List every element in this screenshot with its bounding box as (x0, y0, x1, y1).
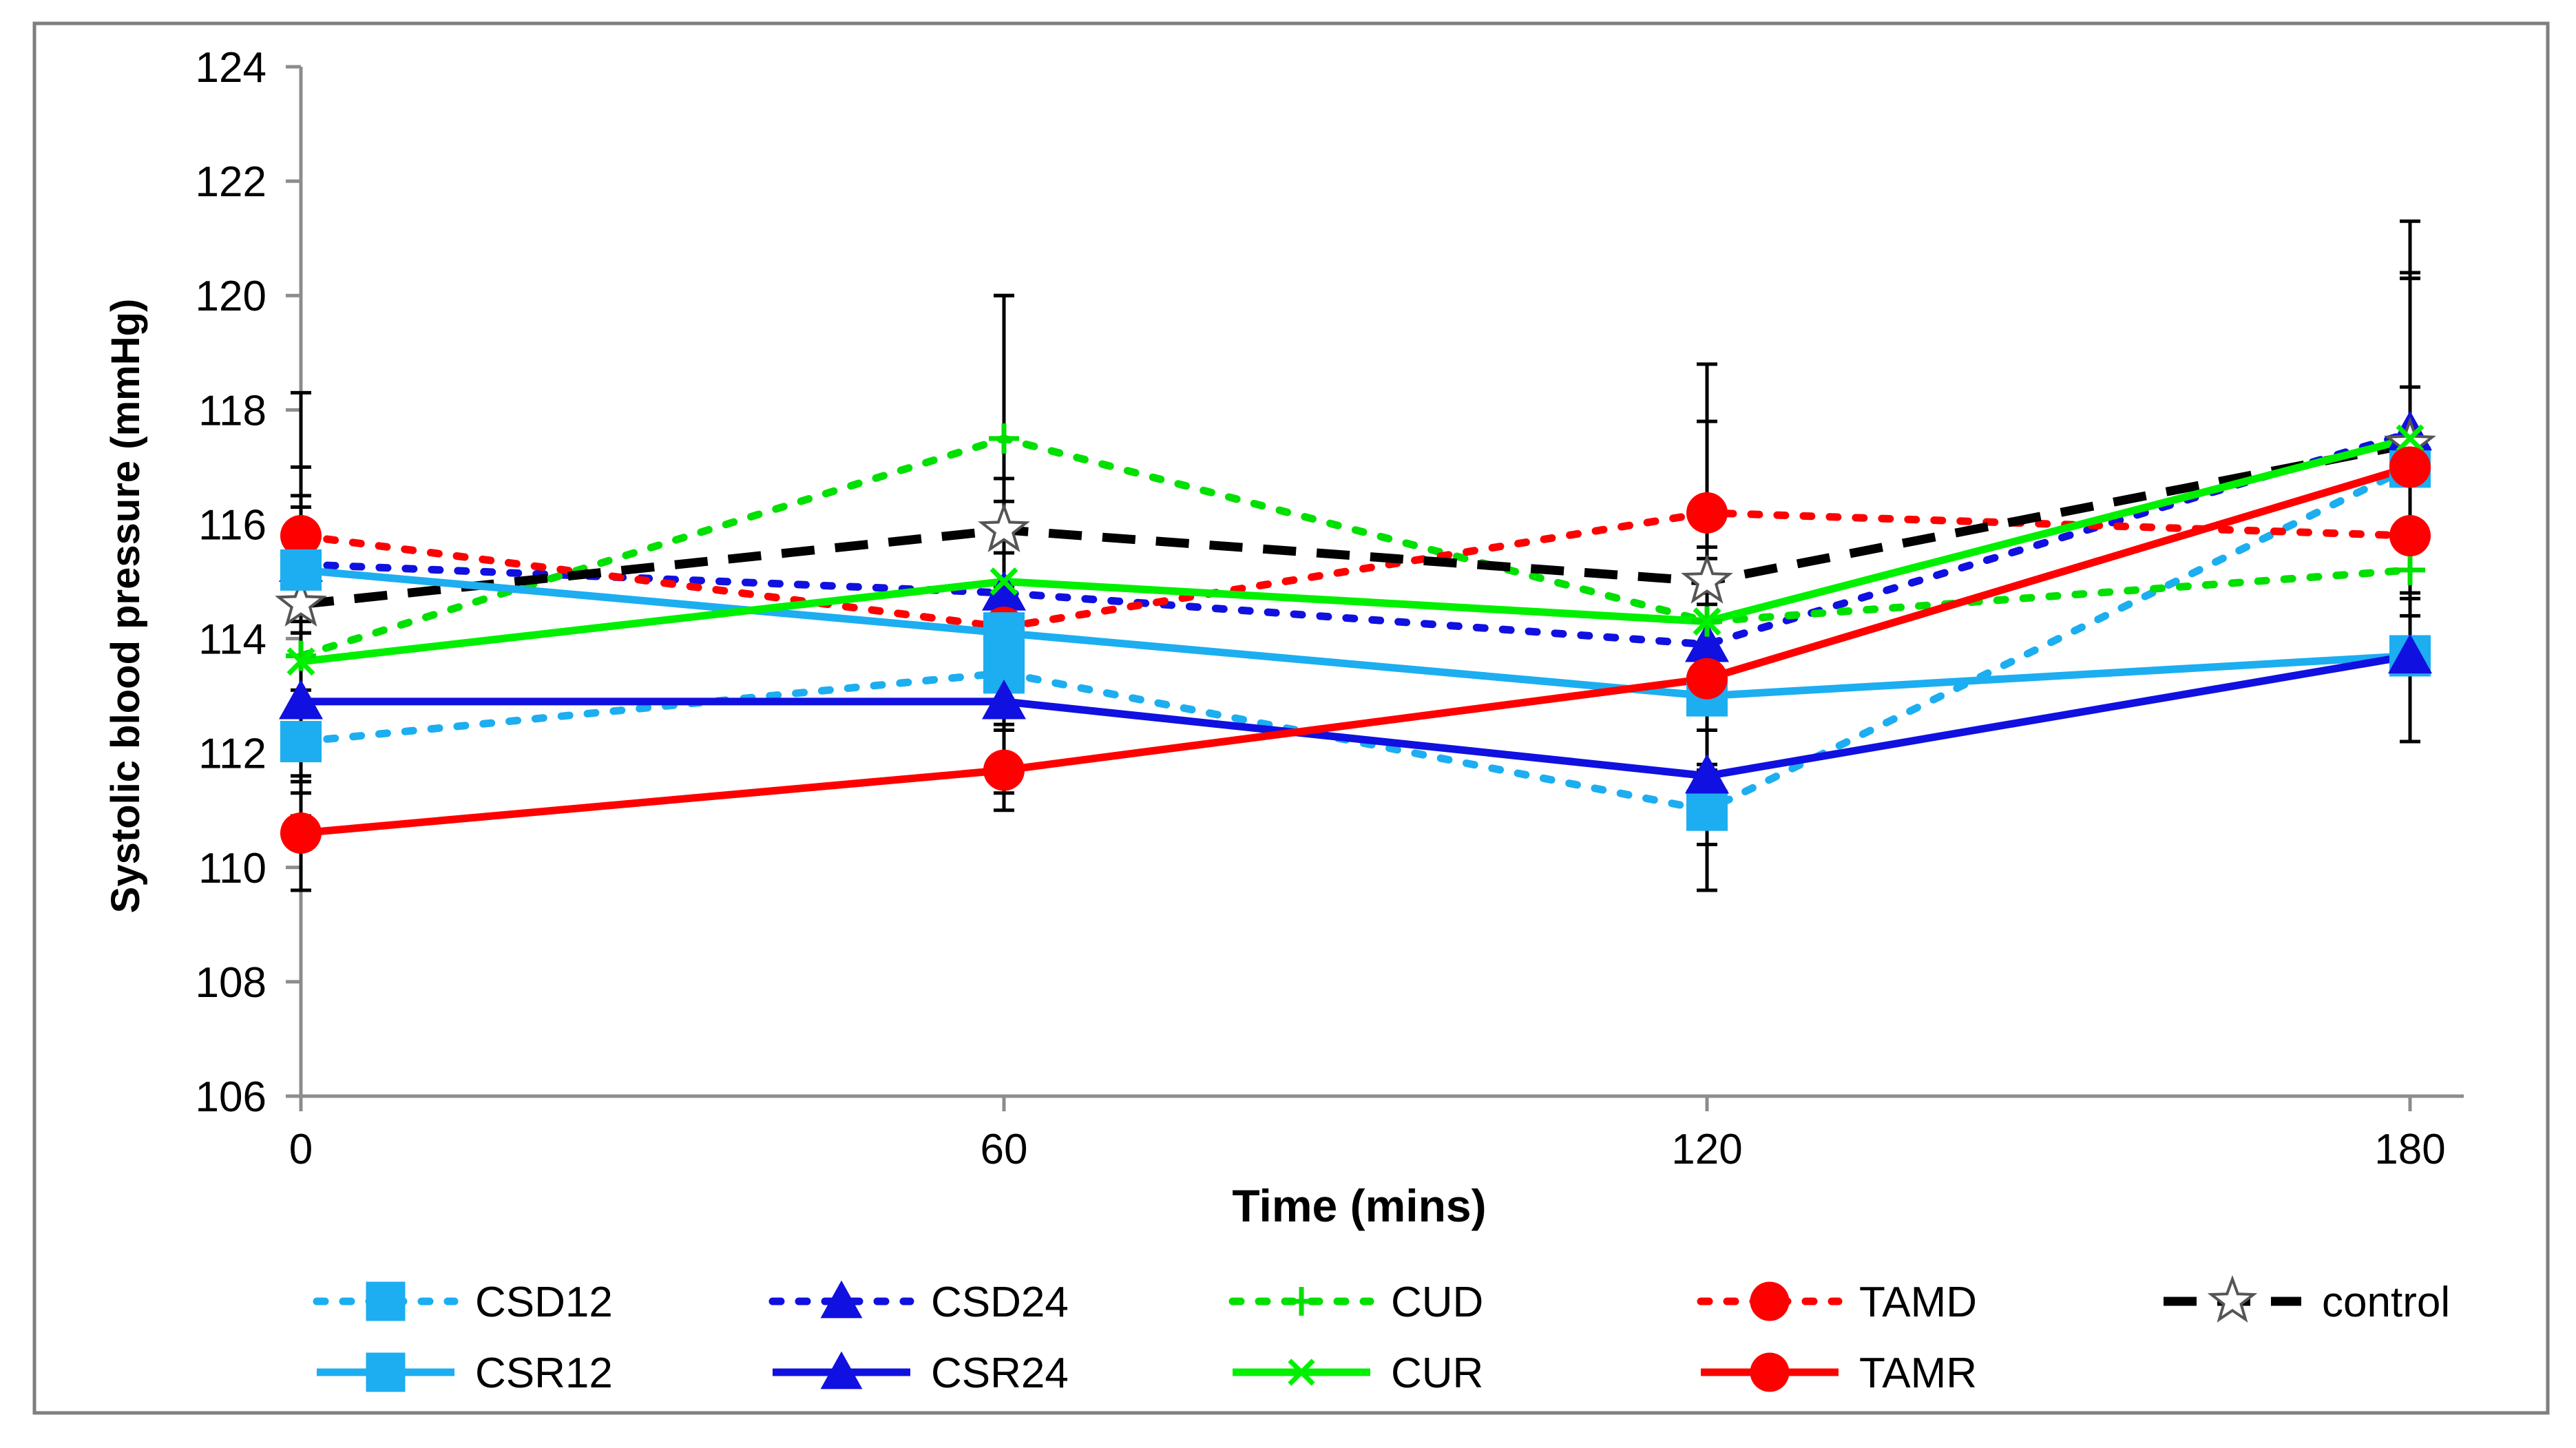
legend-label: CUD (1391, 1279, 1483, 1326)
x-tick-label: 120 (1671, 1126, 1742, 1173)
x-tick-label: 0 (289, 1126, 313, 1173)
data-point-tamd (1686, 492, 1728, 534)
data-point-csd24 (982, 571, 1026, 611)
legend: CSD12 CSD24 CUD TAMD control CSR12 CSR24 CUR TAM… (313, 1274, 2450, 1397)
data-point-tamr (2389, 446, 2431, 488)
legend-swatch-marker (366, 1281, 406, 1321)
series-markers (275, 410, 2436, 854)
legend-swatch-marker (1750, 1352, 1790, 1392)
data-point-cur (2396, 424, 2425, 453)
x-tick-label: 180 (2374, 1126, 2445, 1173)
data-point-control (1681, 554, 1733, 604)
axes: 106 108 110 112 114 116 118 120 122 124 0 60 120 180 (196, 44, 2464, 1173)
series-line-csd24 (297, 429, 2414, 649)
series-line-csr12 (300, 566, 2411, 700)
data-point-control (978, 502, 1030, 553)
legend-item-csr24: CSR24 (773, 1350, 1069, 1397)
legend-label: CUR (1391, 1350, 1483, 1397)
y-tick-label: 120 (196, 273, 266, 320)
data-point-cud (2395, 554, 2425, 585)
y-axis-title: Systolic blood pressure (mmHg) (103, 299, 148, 914)
legend-swatch-marker (1288, 1358, 1315, 1386)
legend-item-cur: CUR (1233, 1350, 1483, 1397)
y-tick-label: 122 (196, 158, 266, 206)
series-line-cud (297, 434, 2414, 660)
data-point-csr24 (1685, 753, 1729, 794)
legend-item-tamd: TAMD (1697, 1279, 1977, 1326)
y-tick-label: 114 (198, 616, 266, 664)
y-tick-label: 108 (196, 959, 266, 1007)
data-point-csd12 (280, 721, 322, 763)
y-tick-label: 118 (198, 387, 266, 434)
series-line-cur (300, 434, 2411, 666)
legend-label: CSR12 (475, 1350, 613, 1397)
data-point-tamr (280, 812, 322, 854)
legend-item-control: control (2164, 1274, 2450, 1326)
legend-swatch-marker (2207, 1274, 2258, 1323)
data-point-control (275, 576, 327, 627)
series-line-tamr (300, 463, 2411, 837)
data-point-tamr (983, 749, 1025, 791)
series-line-csd12 (297, 463, 2414, 815)
legend-label: CSR24 (931, 1350, 1069, 1397)
data-point-csr12 (280, 549, 322, 591)
data-point-cur (1693, 607, 1721, 636)
x-axis-title: Time (mins) (1232, 1180, 1486, 1231)
data-point-csr24 (279, 679, 323, 720)
legend-swatch-marker (1750, 1281, 1790, 1321)
y-tick-label: 116 (198, 501, 266, 549)
series-line-control (300, 439, 2411, 609)
legend-swatch-marker (366, 1352, 406, 1392)
y-tick-label: 110 (198, 845, 266, 892)
legend-item-cud: CUD (1228, 1279, 1483, 1326)
data-point-csd12 (1686, 789, 1728, 831)
legend-label: control (2322, 1279, 2450, 1326)
legend-item-tamr: TAMR (1701, 1350, 1977, 1397)
data-point-cur (989, 567, 1018, 596)
legend-swatch-marker (820, 1351, 863, 1389)
data-point-csr24 (982, 679, 1026, 720)
legend-label: TAMD (1859, 1279, 1977, 1326)
series-lines (297, 429, 2414, 837)
y-tick-label: 106 (196, 1073, 266, 1121)
data-point-tamr (1686, 658, 1728, 700)
series-line-csr24 (301, 652, 2411, 780)
legend-item-csd24: CSD24 (768, 1279, 1069, 1326)
legend-swatch-marker (1287, 1287, 1316, 1316)
data-point-csd24 (1685, 622, 1729, 662)
legend-label: TAMR (1859, 1350, 1977, 1397)
legend-swatch-marker (820, 1280, 863, 1319)
legend-label: CSD24 (931, 1279, 1069, 1326)
data-point-csr24 (2388, 633, 2432, 674)
x-tick-label: 60 (981, 1126, 1028, 1173)
chart-border (32, 21, 2550, 1415)
legend-item-csr12: CSR12 (317, 1350, 613, 1397)
y-tick-label: 124 (196, 44, 266, 92)
legend-item-csd12: CSD12 (313, 1279, 613, 1326)
legend-label: CSD12 (475, 1279, 613, 1326)
data-point-tamd (280, 515, 322, 557)
data-point-cud (286, 640, 316, 671)
data-point-tamd (2389, 515, 2431, 557)
y-tick-label: 112 (198, 731, 266, 778)
data-point-csr12 (983, 612, 1025, 654)
data-point-cur (286, 647, 315, 676)
data-point-cud (989, 423, 1019, 454)
